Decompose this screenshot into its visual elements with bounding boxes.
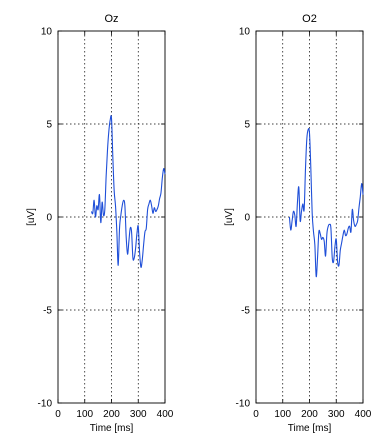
chart-0-y-tick-label: -10 — [38, 399, 53, 410]
chart-1-x-tick-label: 200 — [301, 409, 318, 420]
chart-1-x-tick-label: 400 — [355, 409, 372, 420]
chart-1-y-tick-label: 0 — [244, 213, 250, 224]
chart-0-x-tick-label: 300 — [130, 409, 147, 420]
chart-1-x-tick-label: 100 — [274, 409, 291, 420]
chart-0-y-tick-label: 0 — [46, 213, 52, 224]
chart-1-series-line — [288, 128, 364, 278]
chart-0-series-line — [90, 115, 166, 268]
chart-0-title: Oz — [104, 13, 118, 25]
chart-1-y-axis-label: [uV] — [224, 208, 235, 226]
chart-0-x-tick-label: 400 — [157, 409, 174, 420]
chart-1-x-tick-label: 0 — [253, 409, 259, 420]
panel-o2: 0 100 200 300 400 -10 -5 0 5 10 O2 Time [ms] [uV] — [224, 13, 372, 434]
chart-0-y-axis-label: [uV] — [26, 208, 37, 226]
chart-0-x-tick-label: 200 — [103, 409, 120, 420]
panel-oz: 0 100 200 300 400 -10 -5 0 5 10 Oz Time [ms] [uV] — [26, 13, 174, 434]
chart-0-x-axis-label: Time [ms] — [90, 423, 134, 434]
chart-1-y-tick-label: -10 — [236, 399, 251, 410]
chart-0-x-tick-label: 0 — [55, 409, 61, 420]
chart-1-x-axis-label: Time [ms] — [288, 423, 332, 434]
chart-1-y-tick-label: 10 — [239, 27, 251, 38]
chart-0-y-tick-label: 5 — [46, 120, 52, 131]
chart-1-y-tick-label: 5 — [244, 120, 250, 131]
chart-0-y-tick-label: 10 — [41, 27, 53, 38]
chart-0-y-tick-label: -5 — [43, 306, 52, 317]
chart-1-x-tick-label: 300 — [328, 409, 345, 420]
chart-0-x-tick-label: 100 — [76, 409, 93, 420]
chart-1-title: O2 — [302, 13, 317, 25]
chart-1-y-tick-label: -5 — [241, 306, 250, 317]
